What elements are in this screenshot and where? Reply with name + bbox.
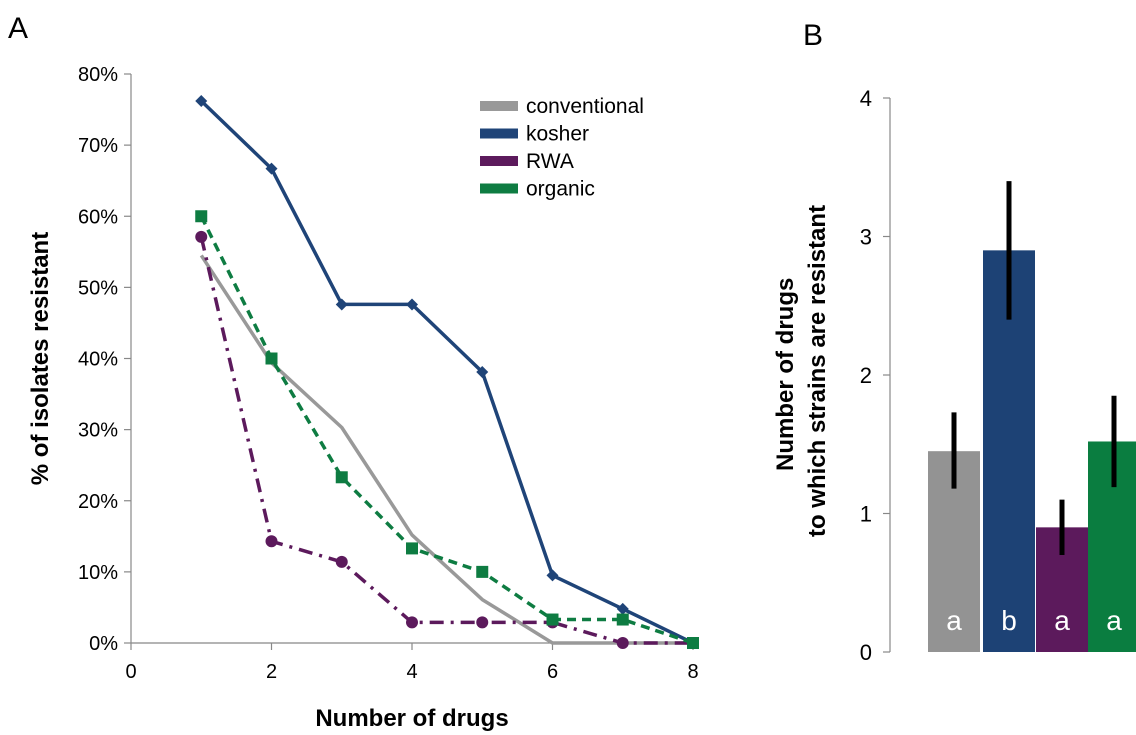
data-point xyxy=(406,298,418,311)
y-axis-title: % of isolates resistant xyxy=(27,232,54,485)
series-line-kosher xyxy=(200,99,694,645)
bar-y-tick-label: 2 xyxy=(860,363,872,388)
x-tick-label: 2 xyxy=(266,661,277,683)
data-point xyxy=(546,613,559,626)
data-point xyxy=(335,555,348,568)
bar-letter-organic: a xyxy=(1106,605,1122,636)
bar-letter-rwa: a xyxy=(1054,605,1070,636)
legend-swatch-rwa xyxy=(480,156,518,166)
x-tick-label: 6 xyxy=(547,661,558,683)
legend-swatch-conventional xyxy=(480,101,518,111)
data-point xyxy=(265,162,278,175)
data-point xyxy=(546,569,559,582)
y-tick-label: 50% xyxy=(78,277,118,299)
y-tick-label: 80% xyxy=(78,64,118,86)
data-point xyxy=(195,210,208,223)
y-tick-label: 60% xyxy=(78,206,118,228)
data-point xyxy=(476,616,489,629)
y-tick-label: 40% xyxy=(78,349,118,371)
y-tick-label: 10% xyxy=(78,562,118,584)
x-tick-label: 8 xyxy=(687,661,698,683)
bar-y-tick-label: 0 xyxy=(860,640,872,665)
series-conventional xyxy=(199,254,693,645)
line-chart-axes xyxy=(130,74,693,644)
series-rwa xyxy=(195,230,699,649)
data-point xyxy=(616,613,629,626)
bar-y-tick-label: 3 xyxy=(860,225,872,250)
data-point xyxy=(406,542,418,555)
line-chart-series xyxy=(195,95,699,649)
data-point xyxy=(195,230,208,243)
y-tick-label: 30% xyxy=(78,420,118,442)
data-point xyxy=(265,352,278,365)
data-point xyxy=(195,95,208,108)
legend-label-conventional: conventional xyxy=(526,95,644,118)
legend-label-rwa: RWA xyxy=(526,150,574,173)
bar-y-tick-label: 4 xyxy=(860,86,872,111)
line-chart: 0% 10% 20% 30% 40% 50% 60% 70% 80% 0 2 4 6 8 conventi… xyxy=(27,64,699,732)
series-line-organic xyxy=(199,215,694,645)
panel-label-b: B xyxy=(803,19,823,52)
x-axis-title: Number of drugs xyxy=(315,705,508,732)
bar-chart: 0 1 2 3 4 a b a a Number of drugs to which stra… xyxy=(772,86,1136,665)
bar-y-tick-label: 1 xyxy=(860,502,872,527)
bar-chart-ticks: 0 1 2 3 4 xyxy=(860,86,890,665)
bar-letter-conventional: a xyxy=(946,605,962,636)
y-tick-label: 70% xyxy=(78,135,118,157)
bar-y-axis-title-line-1: Number of drugs xyxy=(772,278,799,471)
series-line-conventional xyxy=(199,254,693,645)
legend: conventional kosher RWA organic xyxy=(480,95,644,201)
data-point xyxy=(476,565,489,578)
bar-letter-kosher: b xyxy=(1001,605,1017,636)
line-chart-ticks: 0% 10% 20% 30% 40% 50% 60% 70% 80% 0 2 4 6 8 xyxy=(78,64,699,683)
data-point xyxy=(476,366,489,379)
x-tick-label: 4 xyxy=(406,661,417,683)
data-point xyxy=(335,298,348,311)
data-point xyxy=(265,535,278,548)
series-organic xyxy=(195,210,699,649)
x-tick-label: 0 xyxy=(125,661,136,683)
panel-label-a: A xyxy=(8,12,28,45)
y-tick-label: 20% xyxy=(78,491,118,513)
data-point xyxy=(687,637,699,649)
legend-swatch-kosher xyxy=(480,128,518,139)
data-point xyxy=(616,602,629,615)
legend-label-kosher: kosher xyxy=(526,123,589,146)
series-line-rwa xyxy=(199,236,693,645)
legend-label-organic: organic xyxy=(526,178,595,201)
data-point xyxy=(335,471,348,484)
data-point xyxy=(406,616,418,629)
bar-y-axis-title-line-2: to which strains are resistant xyxy=(804,205,831,537)
legend-swatch-organic xyxy=(480,183,518,194)
y-tick-label: 0% xyxy=(89,633,118,655)
data-point xyxy=(616,637,629,649)
bar-y-axis-title: Number of drugs to which strains are res… xyxy=(772,205,831,537)
